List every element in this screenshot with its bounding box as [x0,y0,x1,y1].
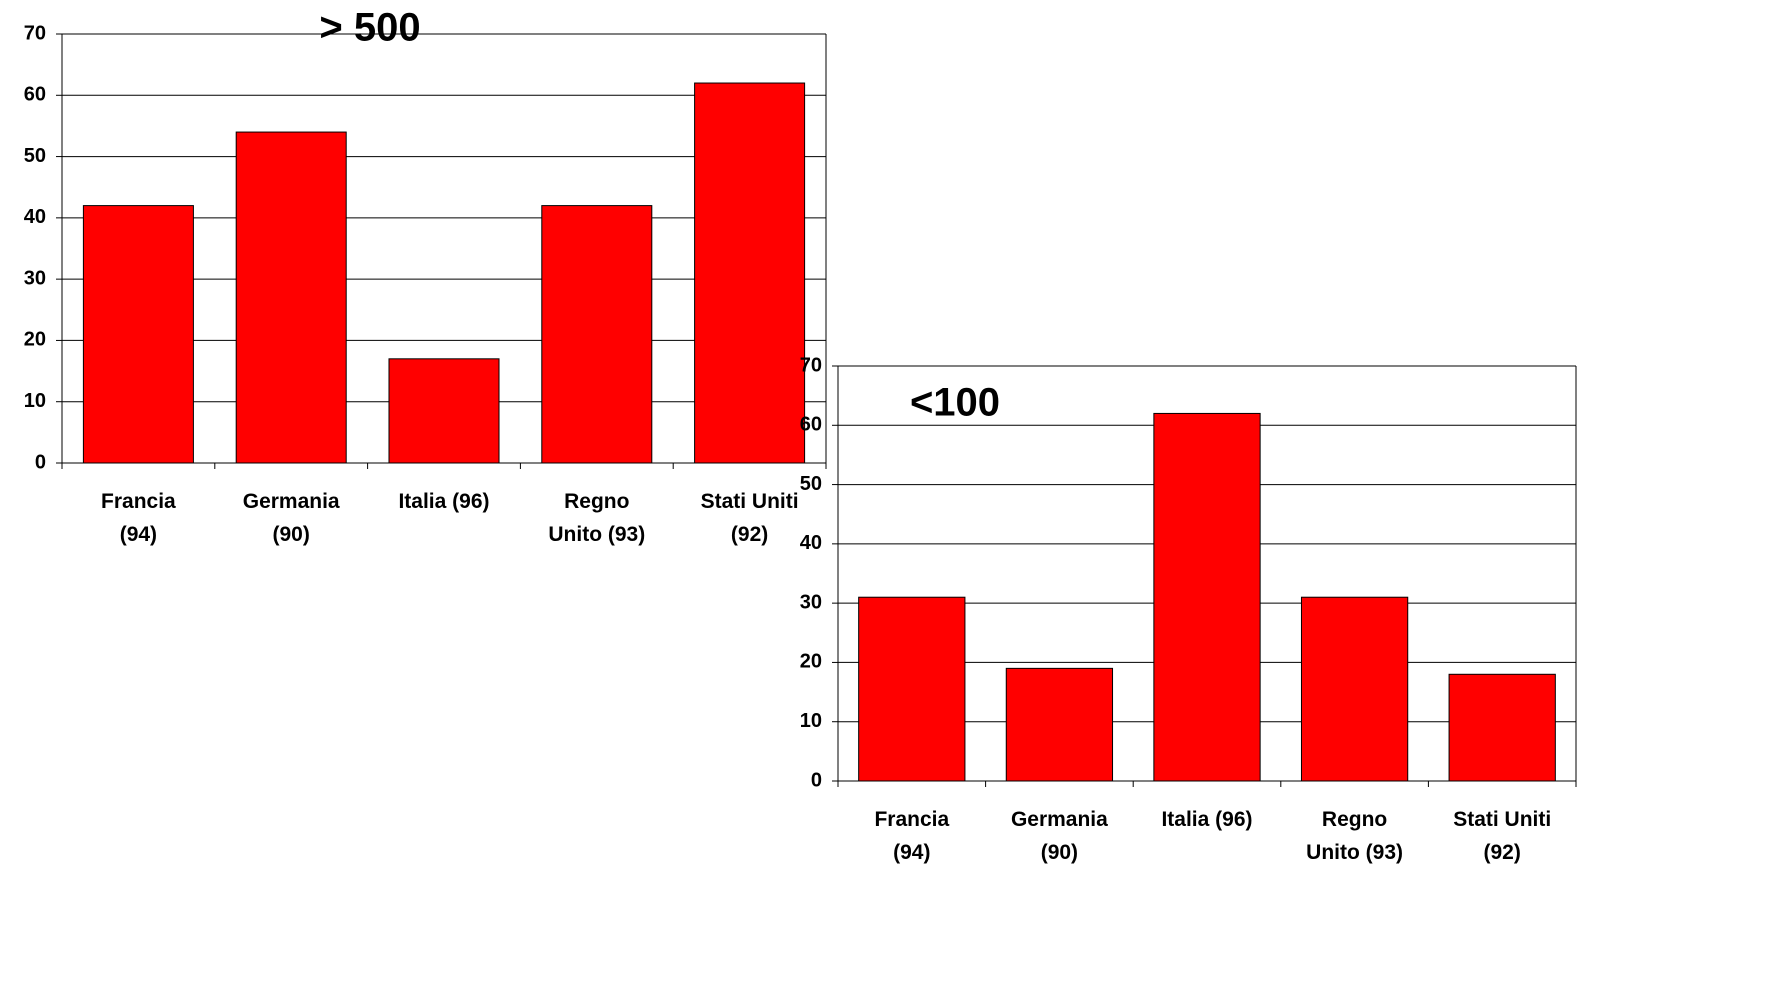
x-tick-label: Stati Uniti (92) [700,490,799,546]
chart-title: <100 [910,381,1000,425]
x-tick-label: Francia (94) [874,808,950,864]
bar [694,82,806,464]
y-tick-label: 50 [800,473,822,495]
bar [1448,673,1556,782]
chart-title: > 500 [319,6,420,50]
y-tick-label: 0 [811,769,822,791]
x-tick-label: Italia (96) [1161,808,1253,831]
bar [82,205,194,464]
bar [1300,596,1409,782]
x-tick-label: Regno Unito (93) [1306,808,1403,864]
bar [541,205,653,464]
x-tick-label: Italia (96) [398,490,490,513]
y-tick-label: 20 [24,329,46,351]
y-tick-label: 70 [24,22,46,44]
y-tick-label: 60 [800,414,822,436]
y-tick-label: 70 [800,354,822,376]
y-tick-label: 40 [800,532,822,554]
bar [858,596,966,782]
x-tick-label: Francia (94) [101,490,176,546]
y-tick-label: 40 [24,206,46,228]
y-tick-label: 50 [24,145,46,167]
x-tick-label: Germania (90) [242,490,340,546]
y-tick-label: 30 [24,267,46,289]
y-tick-label: 20 [800,651,822,673]
y-tick-label: 0 [35,451,46,473]
bar [1005,667,1114,782]
y-tick-label: 30 [800,591,822,613]
y-tick-label: 10 [800,710,822,732]
x-tick-label: Regno Unito (93) [548,490,646,546]
y-tick-label: 60 [24,84,46,106]
bar [235,131,347,464]
x-tick-label: Germania (90) [1010,808,1108,864]
bar [1153,412,1261,782]
y-tick-label: 10 [24,390,46,412]
bar [388,358,500,464]
x-tick-label: Stati Uniti (92) [1453,808,1552,864]
